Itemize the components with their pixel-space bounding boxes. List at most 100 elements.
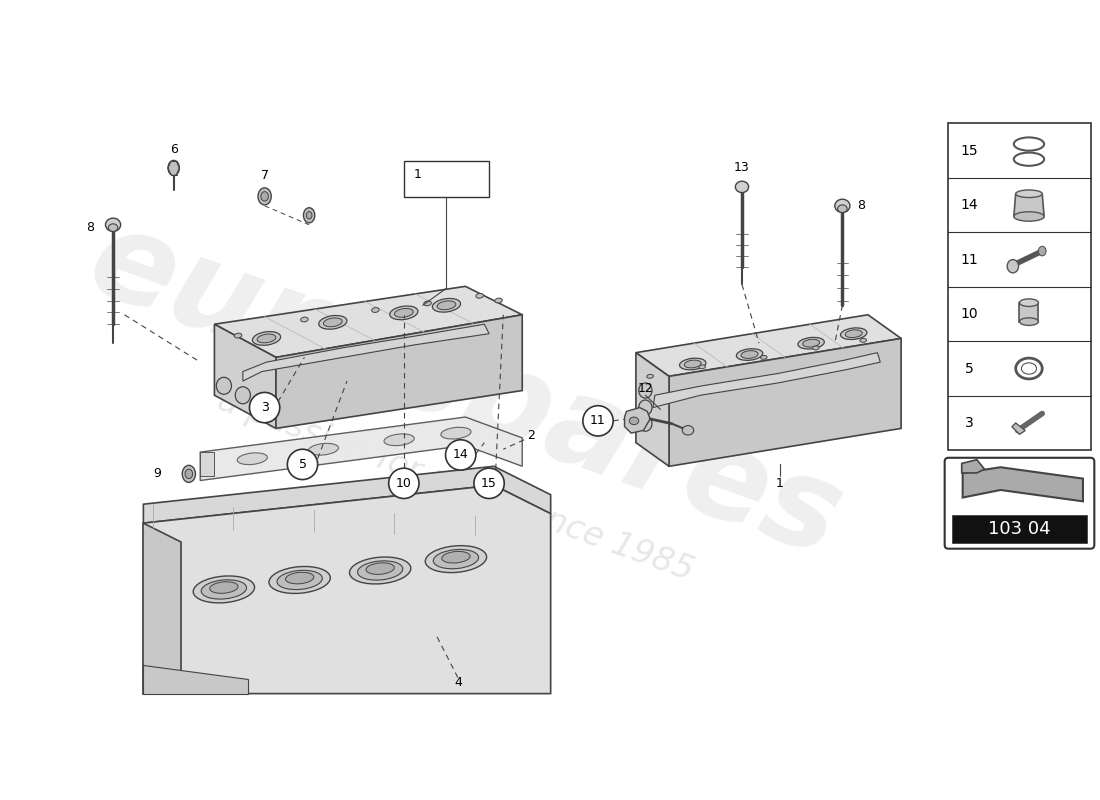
Text: 9: 9 bbox=[154, 467, 162, 480]
Circle shape bbox=[287, 450, 318, 479]
Ellipse shape bbox=[350, 557, 411, 584]
Ellipse shape bbox=[639, 416, 652, 431]
Ellipse shape bbox=[300, 317, 308, 322]
Text: 3: 3 bbox=[965, 416, 974, 430]
Text: a passion for parts since 1985: a passion for parts since 1985 bbox=[213, 383, 698, 587]
Polygon shape bbox=[1014, 194, 1044, 217]
Ellipse shape bbox=[372, 308, 379, 313]
Ellipse shape bbox=[389, 306, 418, 320]
Ellipse shape bbox=[647, 374, 653, 378]
Ellipse shape bbox=[741, 350, 758, 358]
Text: 15: 15 bbox=[960, 144, 978, 158]
Polygon shape bbox=[1012, 423, 1025, 434]
Ellipse shape bbox=[277, 570, 322, 590]
Text: 15: 15 bbox=[481, 477, 497, 490]
Ellipse shape bbox=[442, 551, 470, 563]
Ellipse shape bbox=[433, 550, 478, 569]
Polygon shape bbox=[214, 324, 276, 429]
Ellipse shape bbox=[835, 199, 850, 213]
Polygon shape bbox=[625, 407, 650, 433]
Ellipse shape bbox=[1022, 363, 1036, 374]
Ellipse shape bbox=[201, 580, 246, 599]
Text: 11: 11 bbox=[590, 414, 606, 427]
Ellipse shape bbox=[735, 182, 749, 193]
Text: 1: 1 bbox=[414, 168, 421, 181]
Ellipse shape bbox=[210, 582, 238, 594]
Text: 14: 14 bbox=[960, 198, 978, 212]
Polygon shape bbox=[961, 460, 984, 473]
Ellipse shape bbox=[108, 224, 118, 231]
Polygon shape bbox=[636, 314, 901, 376]
Ellipse shape bbox=[261, 192, 268, 201]
Ellipse shape bbox=[254, 394, 270, 411]
Ellipse shape bbox=[1014, 138, 1044, 150]
Text: 5: 5 bbox=[965, 362, 974, 375]
Polygon shape bbox=[143, 523, 182, 694]
Text: 6: 6 bbox=[169, 142, 177, 155]
Text: 10: 10 bbox=[396, 477, 411, 490]
Ellipse shape bbox=[860, 338, 867, 342]
Polygon shape bbox=[653, 353, 880, 407]
Polygon shape bbox=[962, 467, 1084, 502]
Ellipse shape bbox=[441, 427, 471, 439]
Ellipse shape bbox=[217, 378, 231, 394]
Polygon shape bbox=[200, 417, 522, 481]
Text: 13: 13 bbox=[734, 162, 750, 174]
Ellipse shape bbox=[424, 301, 431, 306]
Text: 10: 10 bbox=[960, 307, 978, 321]
Polygon shape bbox=[143, 466, 551, 523]
Ellipse shape bbox=[1015, 190, 1042, 198]
Circle shape bbox=[446, 440, 476, 470]
Polygon shape bbox=[200, 452, 214, 476]
Circle shape bbox=[250, 393, 279, 422]
Text: eurospares: eurospares bbox=[74, 198, 857, 582]
Text: 14: 14 bbox=[453, 449, 469, 462]
Ellipse shape bbox=[234, 333, 242, 338]
Ellipse shape bbox=[840, 328, 867, 339]
Polygon shape bbox=[214, 286, 522, 358]
Text: 12: 12 bbox=[638, 382, 653, 395]
Ellipse shape bbox=[106, 218, 121, 231]
Ellipse shape bbox=[238, 453, 267, 465]
Ellipse shape bbox=[319, 315, 346, 329]
Text: 11: 11 bbox=[960, 253, 978, 266]
Ellipse shape bbox=[639, 400, 652, 415]
Polygon shape bbox=[669, 338, 901, 466]
Ellipse shape bbox=[358, 561, 403, 580]
Ellipse shape bbox=[323, 318, 342, 326]
Ellipse shape bbox=[495, 298, 503, 303]
Bar bbox=[953, 514, 1087, 543]
Ellipse shape bbox=[682, 426, 694, 435]
Ellipse shape bbox=[684, 360, 701, 368]
Ellipse shape bbox=[736, 349, 762, 360]
Ellipse shape bbox=[235, 386, 251, 404]
Text: 7: 7 bbox=[261, 169, 268, 182]
Circle shape bbox=[388, 468, 419, 498]
Ellipse shape bbox=[629, 417, 639, 425]
Polygon shape bbox=[143, 486, 551, 694]
Text: 4: 4 bbox=[454, 676, 462, 689]
Ellipse shape bbox=[845, 330, 862, 338]
Ellipse shape bbox=[395, 309, 414, 318]
Ellipse shape bbox=[1038, 246, 1046, 256]
Ellipse shape bbox=[803, 339, 820, 347]
Ellipse shape bbox=[1020, 318, 1038, 326]
Ellipse shape bbox=[1014, 153, 1044, 166]
Ellipse shape bbox=[837, 205, 847, 213]
Circle shape bbox=[583, 406, 613, 436]
Polygon shape bbox=[1020, 302, 1038, 322]
Text: 3: 3 bbox=[261, 401, 268, 414]
Text: 8: 8 bbox=[86, 221, 95, 234]
Ellipse shape bbox=[168, 160, 179, 175]
Ellipse shape bbox=[306, 211, 312, 219]
Ellipse shape bbox=[798, 338, 824, 349]
Ellipse shape bbox=[366, 562, 394, 574]
Ellipse shape bbox=[1015, 358, 1042, 379]
Text: 5: 5 bbox=[298, 458, 307, 471]
Ellipse shape bbox=[183, 466, 196, 482]
Text: 103 04: 103 04 bbox=[988, 520, 1050, 538]
Ellipse shape bbox=[1020, 299, 1038, 306]
Ellipse shape bbox=[680, 358, 706, 370]
Ellipse shape bbox=[286, 572, 313, 584]
Ellipse shape bbox=[304, 208, 315, 223]
